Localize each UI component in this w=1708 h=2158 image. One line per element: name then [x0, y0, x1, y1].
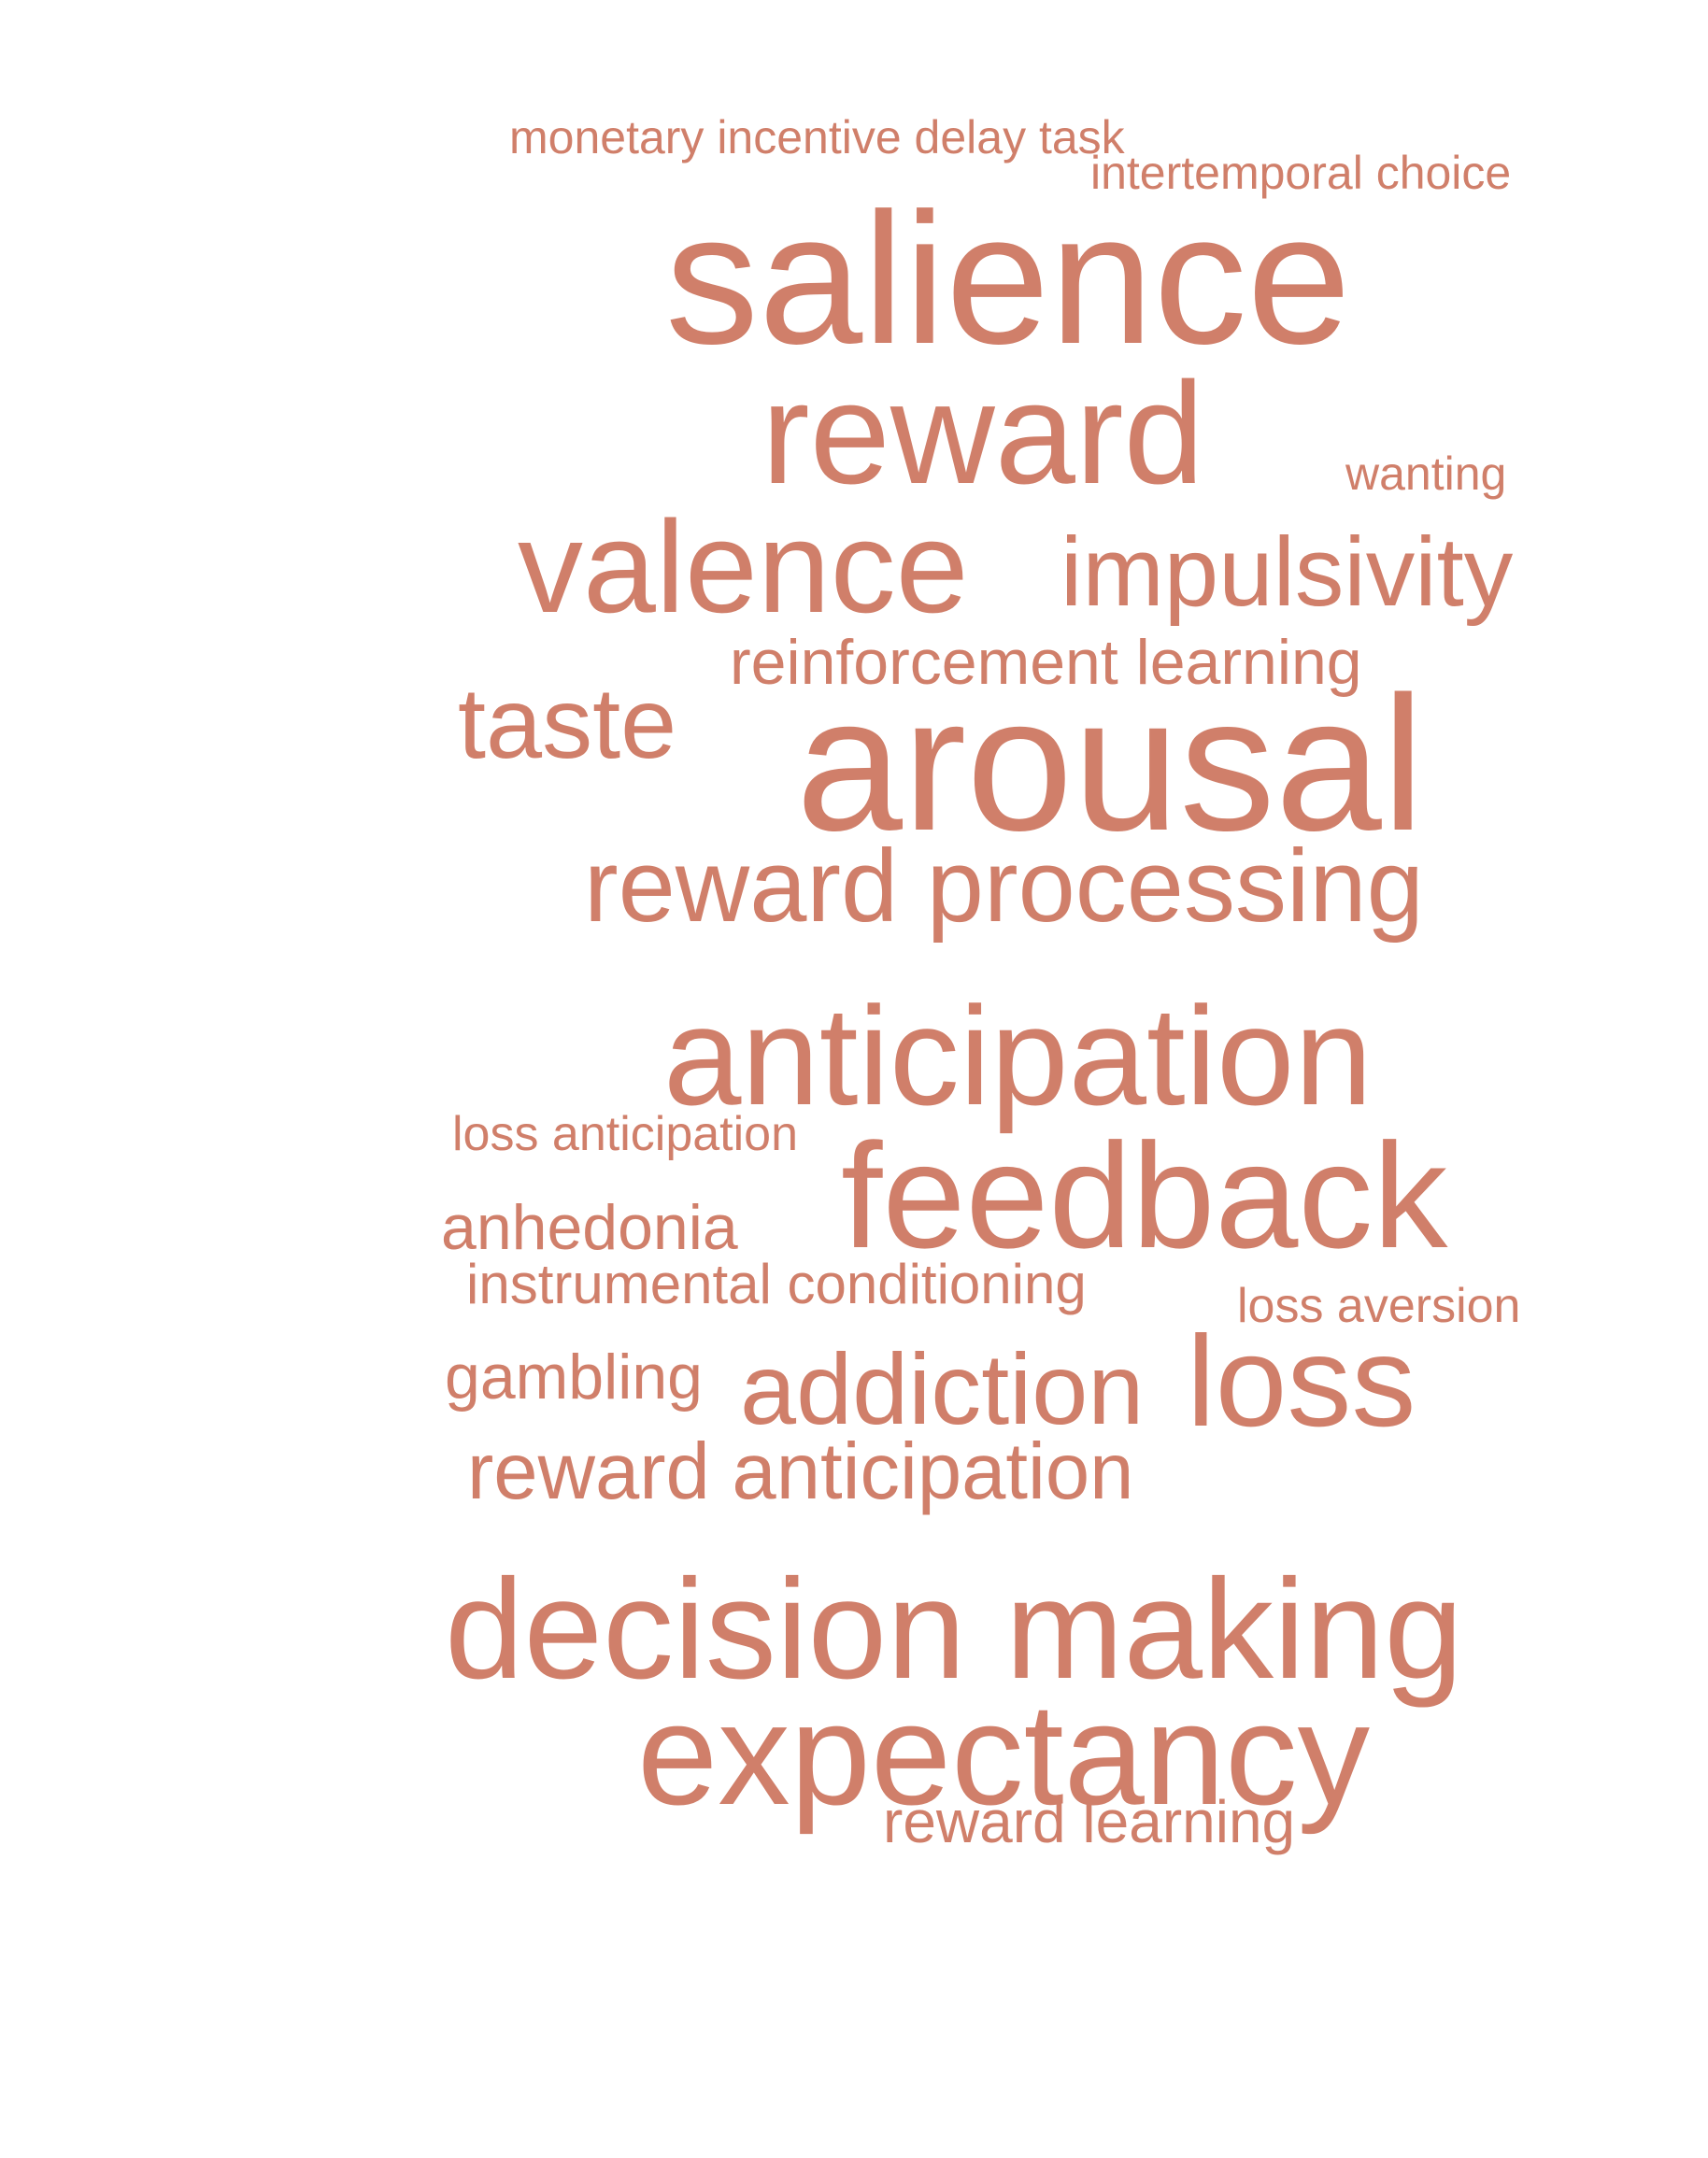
- word-loss-aversion: loss aversion: [1237, 1279, 1521, 1333]
- word-expectancy: expectancy: [637, 1673, 1371, 1835]
- word-loss: loss: [1187, 1310, 1416, 1454]
- word-addiction: addiction: [740, 1332, 1145, 1445]
- word-reward: reward: [761, 352, 1204, 514]
- word-impulsivity: impulsivity: [1060, 518, 1514, 627]
- word-feedback: feedback: [841, 1112, 1448, 1279]
- word-taste: taste: [458, 666, 677, 779]
- word-instrumental-conditioning: instrumental conditioning: [466, 1253, 1087, 1315]
- word-intertemporal-choice: intertemporal choice: [1090, 147, 1512, 199]
- word-reward-processing: reward processing: [584, 829, 1424, 944]
- word-wanting: wanting: [1345, 447, 1507, 500]
- word-reinforcement-learning: reinforcement learning: [730, 627, 1362, 698]
- word-anhedonia: anhedonia: [441, 1192, 738, 1263]
- word-valence: valence: [518, 493, 969, 640]
- word-arousal: arousal: [796, 657, 1425, 871]
- word-loss-anticipation: loss anticipation: [452, 1107, 798, 1161]
- word-monetary-incentive-delay-task: monetary incentive delay task: [509, 111, 1125, 163]
- word-reward-learning: reward learning: [883, 1788, 1296, 1855]
- word-gambling: gambling: [445, 1342, 703, 1413]
- word-reward-anticipation: reward anticipation: [467, 1427, 1134, 1516]
- word-decision-making: decision making: [445, 1550, 1463, 1709]
- word-salience: salience: [665, 175, 1351, 383]
- word-anticipation: anticipation: [663, 977, 1373, 1134]
